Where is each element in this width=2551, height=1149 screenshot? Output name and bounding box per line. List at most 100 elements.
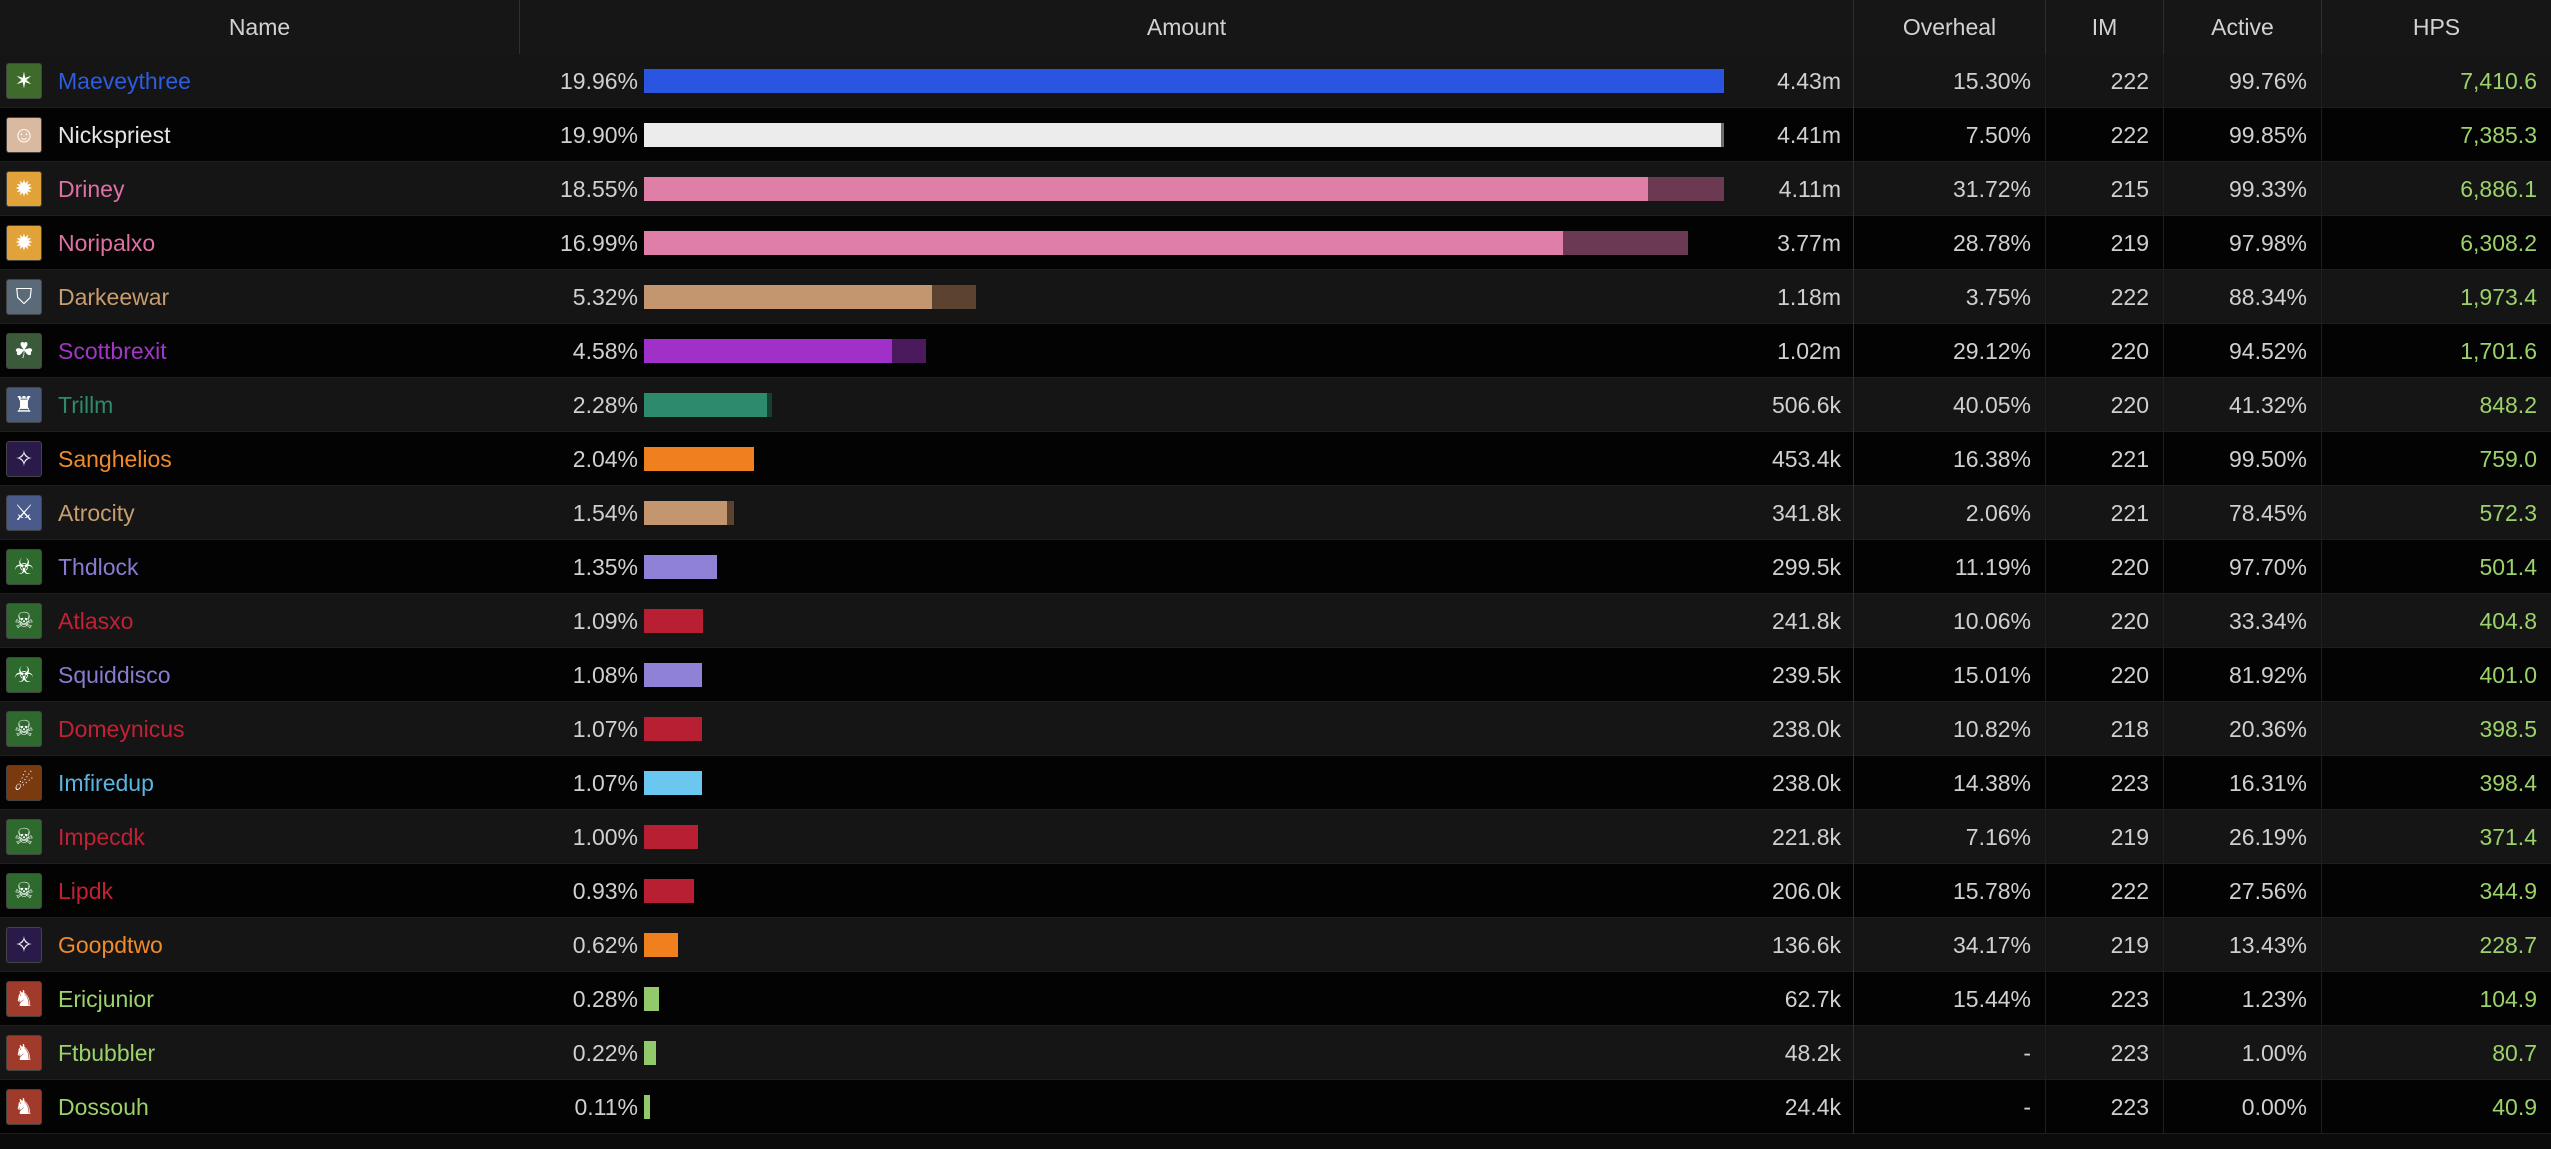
hps-value: 848.2 [2479,392,2537,418]
item-level-value: 222 [2046,54,2164,108]
amount-bar-effective [644,663,702,687]
table-row[interactable]: ♜ Trillm 2.28% 506.6k 40.05% 220 41.32% 848.2 [0,378,2551,432]
item-level-value: 222 [2046,864,2164,918]
active-value: 81.92% [2164,648,2322,702]
hps-value: 501.4 [2479,554,2537,580]
item-level-value: 220 [2046,648,2164,702]
warrior-blade-icon: ⚔ [6,495,42,531]
amount-percent: 0.93% [572,878,638,904]
player-name[interactable]: Lipdk [58,878,113,904]
column-header-overheal[interactable]: Overheal [1854,0,2046,54]
shadow-claw-icon: ✧ [6,927,42,963]
active-value: 78.45% [2164,486,2322,540]
player-name[interactable]: Darkeewar [58,284,170,310]
player-name[interactable]: Atlasxo [58,608,134,634]
amount-percent: 1.00% [572,824,638,850]
player-name[interactable]: Driney [58,176,125,202]
player-name[interactable]: Thdlock [58,554,139,580]
amount-bar-effective [644,69,1724,93]
hps-value: 398.4 [2479,770,2537,796]
player-name[interactable]: Imfiredup [58,770,154,796]
player-name[interactable]: Trillm [58,392,114,418]
player-name[interactable]: Sanghelios [58,446,172,472]
table-row[interactable]: ♞ Ericjunior 0.28% 62.7k 15.44% 223 1.23% 104.9 [0,972,2551,1026]
table-row[interactable]: ✹ Noripalxo 16.99% 3.77m 28.78% 219 97.98% 6,30… [0,216,2551,270]
item-level-value: 219 [2046,810,2164,864]
item-level-value: 223 [2046,756,2164,810]
hps-value: 1,701.6 [2460,338,2537,364]
hps-value: 6,308.2 [2460,230,2537,256]
player-name[interactable]: Scottbrexit [58,338,167,364]
amount-value: 239.5k [1740,648,1854,702]
hps-value: 344.9 [2479,878,2537,904]
amount-value: 136.6k [1740,918,1854,972]
column-header-active[interactable]: Active [2164,0,2322,54]
paladin-holy-icon: ✹ [6,171,42,207]
table-row[interactable]: ✹ Driney 18.55% 4.11m 31.72% 215 99.33% 6,886.1 [0,162,2551,216]
overheal-value: 15.78% [1854,864,2046,918]
amount-percent: 19.96% [559,68,638,94]
player-name[interactable]: Ftbubbler [58,1040,156,1066]
player-name[interactable]: Ericjunior [58,986,154,1012]
table-row[interactable]: ☠ Domeynicus 1.07% 238.0k 10.82% 218 20.36% 398… [0,702,2551,756]
item-level-value: 219 [2046,216,2164,270]
table-row[interactable]: ☠ Lipdk 0.93% 206.0k 15.78% 222 27.56% 344.9 [0,864,2551,918]
active-value: 16.31% [2164,756,2322,810]
overheal-value: 10.82% [1854,702,2046,756]
active-value: 33.34% [2164,594,2322,648]
table-row[interactable]: ✧ Sanghelios 2.04% 453.4k 16.38% 221 99.50% 759… [0,432,2551,486]
table-row[interactable]: ♞ Dossouh 0.11% 24.4k -223 0.00% 40.9 [0,1080,2551,1134]
player-name[interactable]: Dossouh [58,1094,149,1120]
player-name[interactable]: Squiddisco [58,662,171,688]
hps-value: 759.0 [2479,446,2537,472]
hunter-mask-icon: ♞ [6,1089,42,1125]
warrior-shield-icon: ⛉ [6,279,42,315]
overheal-value: 11.19% [1854,540,2046,594]
player-name[interactable]: Impecdk [58,824,145,850]
table-row[interactable]: ☣ Thdlock 1.35% 299.5k 11.19% 220 97.70% 501.4 [0,540,2551,594]
amount-percent: 0.62% [572,932,638,958]
amount-value: 48.2k [1740,1026,1854,1080]
hps-value: 1,973.4 [2460,284,2537,310]
hps-value: 228.7 [2479,932,2537,958]
player-name[interactable]: Goopdtwo [58,932,163,958]
amount-percent: 0.28% [572,986,638,1012]
amount-bar-effective [644,447,754,471]
amount-percent: 4.58% [572,338,638,364]
player-name[interactable]: Domeynicus [58,716,185,742]
overheal-value: 2.06% [1854,486,2046,540]
player-name[interactable]: Nickspriest [58,122,171,148]
table-row[interactable]: ☄ Imfiredup 1.07% 238.0k 14.38% 223 16.31% 398.… [0,756,2551,810]
overheal-value: 28.78% [1854,216,2046,270]
active-value: 97.98% [2164,216,2322,270]
hps-value: 404.8 [2479,608,2537,634]
table-row[interactable]: ☺ Nickspriest 19.90% 4.41m 7.50% 222 99.85% 7,3… [0,108,2551,162]
table-row[interactable]: ♞ Ftbubbler 0.22% 48.2k -223 1.00% 80.7 [0,1026,2551,1080]
item-level-value: 220 [2046,540,2164,594]
table-row[interactable]: ☘ Scottbrexit 4.58% 1.02m 29.12% 220 94.52% 1,7… [0,324,2551,378]
column-header-amount[interactable]: Amount [520,0,1854,54]
player-name[interactable]: Noripalxo [58,230,156,256]
hunter-mask-icon: ♞ [6,1035,42,1071]
table-row[interactable]: ✧ Goopdtwo 0.62% 136.6k 34.17% 219 13.43% 228.7 [0,918,2551,972]
amount-value: 4.41m [1740,108,1854,162]
column-header-hps[interactable]: HPS [2412,14,2461,40]
column-header-ilvl[interactable]: IM [2046,0,2164,54]
death-knight-skull-icon: ☠ [6,711,42,747]
hps-value: 401.0 [2479,662,2537,688]
active-value: 99.85% [2164,108,2322,162]
player-name[interactable]: Atrocity [58,500,135,526]
amount-percent: 16.99% [559,230,638,256]
column-header-name[interactable]: Name [0,0,520,54]
table-row[interactable]: ⛉ Darkeewar 5.32% 1.18m 3.75% 222 88.34% 1,973.… [0,270,2551,324]
item-level-value: 223 [2046,1080,2164,1134]
table-row[interactable]: ✶ Maeveythree 19.96% 4.43m 15.30% 222 99.76% 7,… [0,54,2551,108]
player-name[interactable]: Maeveythree [58,68,191,94]
table-row[interactable]: ☣ Squiddisco 1.08% 239.5k 15.01% 220 81.92% 401… [0,648,2551,702]
table-row[interactable]: ☠ Atlasxo 1.09% 241.8k 10.06% 220 33.34% 404.8 [0,594,2551,648]
table-row[interactable]: ☠ Impecdk 1.00% 221.8k 7.16% 219 26.19% 371.4 [0,810,2551,864]
active-value: 99.33% [2164,162,2322,216]
overheal-value: 15.01% [1854,648,2046,702]
table-row[interactable]: ⚔ Atrocity 1.54% 341.8k 2.06% 221 78.45% 572.3 [0,486,2551,540]
amount-value: 341.8k [1740,486,1854,540]
